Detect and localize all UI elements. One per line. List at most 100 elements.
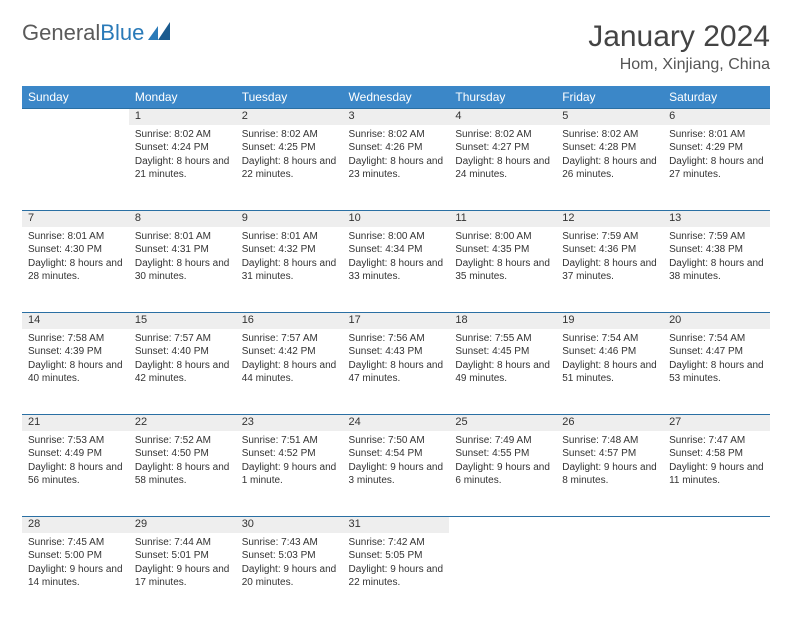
day-detail-cell: Sunrise: 7:59 AMSunset: 4:36 PMDaylight:… (556, 227, 663, 313)
weekday-header: Thursday (449, 86, 556, 109)
day-details: Sunrise: 7:56 AMSunset: 4:43 PMDaylight:… (343, 329, 450, 392)
day-number-cell: 17 (343, 313, 450, 329)
day-detail-cell: Sunrise: 7:57 AMSunset: 4:40 PMDaylight:… (129, 329, 236, 415)
day-details: Sunrise: 7:51 AMSunset: 4:52 PMDaylight:… (236, 431, 343, 494)
day-number-cell (556, 517, 663, 533)
day-detail-cell: Sunrise: 7:55 AMSunset: 4:45 PMDaylight:… (449, 329, 556, 415)
day-details: Sunrise: 7:52 AMSunset: 4:50 PMDaylight:… (129, 431, 236, 494)
day-number-cell: 30 (236, 517, 343, 533)
weekday-header: Tuesday (236, 86, 343, 109)
day-detail-cell: Sunrise: 8:02 AMSunset: 4:24 PMDaylight:… (129, 125, 236, 211)
day-detail-cell: Sunrise: 8:02 AMSunset: 4:28 PMDaylight:… (556, 125, 663, 211)
day-number-cell: 21 (22, 415, 129, 431)
day-detail-cell (556, 533, 663, 619)
day-number-cell: 23 (236, 415, 343, 431)
day-details: Sunrise: 7:42 AMSunset: 5:05 PMDaylight:… (343, 533, 450, 596)
day-number-cell: 24 (343, 415, 450, 431)
logo-text-1: General (22, 20, 100, 46)
day-number-cell: 15 (129, 313, 236, 329)
day-details: Sunrise: 7:57 AMSunset: 4:42 PMDaylight:… (236, 329, 343, 392)
header: GeneralBlue January 2024 Hom, Xinjiang, … (22, 20, 770, 74)
day-details: Sunrise: 7:55 AMSunset: 4:45 PMDaylight:… (449, 329, 556, 392)
day-details: Sunrise: 7:44 AMSunset: 5:01 PMDaylight:… (129, 533, 236, 596)
day-details: Sunrise: 7:59 AMSunset: 4:38 PMDaylight:… (663, 227, 770, 290)
day-detail-cell (449, 533, 556, 619)
day-detail-cell: Sunrise: 7:45 AMSunset: 5:00 PMDaylight:… (22, 533, 129, 619)
calendar-body: 123456Sunrise: 8:02 AMSunset: 4:24 PMDay… (22, 109, 770, 619)
weekday-header: Monday (129, 86, 236, 109)
day-details: Sunrise: 8:02 AMSunset: 4:27 PMDaylight:… (449, 125, 556, 188)
day-detail-cell: Sunrise: 7:59 AMSunset: 4:38 PMDaylight:… (663, 227, 770, 313)
weekday-header: Sunday (22, 86, 129, 109)
day-number-cell: 6 (663, 109, 770, 125)
day-number-cell (449, 517, 556, 533)
day-details: Sunrise: 8:02 AMSunset: 4:28 PMDaylight:… (556, 125, 663, 188)
day-details: Sunrise: 7:49 AMSunset: 4:55 PMDaylight:… (449, 431, 556, 494)
day-number-cell: 11 (449, 211, 556, 227)
day-detail-cell: Sunrise: 7:58 AMSunset: 4:39 PMDaylight:… (22, 329, 129, 415)
day-detail-cell: Sunrise: 7:54 AMSunset: 4:46 PMDaylight:… (556, 329, 663, 415)
month-title: January 2024 (588, 20, 770, 54)
day-details: Sunrise: 7:45 AMSunset: 5:00 PMDaylight:… (22, 533, 129, 596)
day-detail-cell: Sunrise: 8:01 AMSunset: 4:31 PMDaylight:… (129, 227, 236, 313)
day-detail-cell: Sunrise: 8:01 AMSunset: 4:30 PMDaylight:… (22, 227, 129, 313)
day-number-row: 78910111213 (22, 211, 770, 227)
day-detail-cell: Sunrise: 7:54 AMSunset: 4:47 PMDaylight:… (663, 329, 770, 415)
weekday-header: Friday (556, 86, 663, 109)
day-number-cell: 4 (449, 109, 556, 125)
day-detail-row: Sunrise: 8:01 AMSunset: 4:30 PMDaylight:… (22, 227, 770, 313)
day-detail-cell: Sunrise: 7:43 AMSunset: 5:03 PMDaylight:… (236, 533, 343, 619)
day-details: Sunrise: 7:58 AMSunset: 4:39 PMDaylight:… (22, 329, 129, 392)
day-details: Sunrise: 7:47 AMSunset: 4:58 PMDaylight:… (663, 431, 770, 494)
day-number-cell (22, 109, 129, 125)
weekday-header-row: SundayMondayTuesdayWednesdayThursdayFrid… (22, 86, 770, 109)
day-detail-cell: Sunrise: 8:00 AMSunset: 4:34 PMDaylight:… (343, 227, 450, 313)
day-number-cell: 28 (22, 517, 129, 533)
day-detail-cell: Sunrise: 7:52 AMSunset: 4:50 PMDaylight:… (129, 431, 236, 517)
day-detail-cell: Sunrise: 7:53 AMSunset: 4:49 PMDaylight:… (22, 431, 129, 517)
day-number-cell: 20 (663, 313, 770, 329)
day-number-cell: 19 (556, 313, 663, 329)
day-number-row: 21222324252627 (22, 415, 770, 431)
day-number-cell: 9 (236, 211, 343, 227)
day-details: Sunrise: 8:02 AMSunset: 4:25 PMDaylight:… (236, 125, 343, 188)
day-detail-cell: Sunrise: 7:57 AMSunset: 4:42 PMDaylight:… (236, 329, 343, 415)
day-number-cell: 16 (236, 313, 343, 329)
logo-icon (148, 20, 176, 46)
day-details: Sunrise: 7:50 AMSunset: 4:54 PMDaylight:… (343, 431, 450, 494)
day-number-cell: 3 (343, 109, 450, 125)
day-detail-row: Sunrise: 8:02 AMSunset: 4:24 PMDaylight:… (22, 125, 770, 211)
day-number-cell: 26 (556, 415, 663, 431)
day-number-cell: 25 (449, 415, 556, 431)
day-number-cell: 22 (129, 415, 236, 431)
day-number-cell: 7 (22, 211, 129, 227)
day-details: Sunrise: 8:01 AMSunset: 4:29 PMDaylight:… (663, 125, 770, 188)
logo: GeneralBlue (22, 20, 176, 46)
day-detail-cell: Sunrise: 7:44 AMSunset: 5:01 PMDaylight:… (129, 533, 236, 619)
day-detail-cell: Sunrise: 7:48 AMSunset: 4:57 PMDaylight:… (556, 431, 663, 517)
weekday-header: Wednesday (343, 86, 450, 109)
day-number-cell (663, 517, 770, 533)
day-number-cell: 27 (663, 415, 770, 431)
day-details: Sunrise: 8:02 AMSunset: 4:24 PMDaylight:… (129, 125, 236, 188)
day-number-cell: 29 (129, 517, 236, 533)
day-number-cell: 2 (236, 109, 343, 125)
day-details: Sunrise: 7:53 AMSunset: 4:49 PMDaylight:… (22, 431, 129, 494)
day-number-cell: 12 (556, 211, 663, 227)
day-number-row: 14151617181920 (22, 313, 770, 329)
day-number-cell: 14 (22, 313, 129, 329)
day-detail-cell: Sunrise: 7:49 AMSunset: 4:55 PMDaylight:… (449, 431, 556, 517)
day-details: Sunrise: 8:02 AMSunset: 4:26 PMDaylight:… (343, 125, 450, 188)
location: Hom, Xinjiang, China (588, 56, 770, 74)
day-number-row: 28293031 (22, 517, 770, 533)
day-details: Sunrise: 8:00 AMSunset: 4:35 PMDaylight:… (449, 227, 556, 290)
day-number-row: 123456 (22, 109, 770, 125)
title-block: January 2024 Hom, Xinjiang, China (588, 20, 770, 74)
weekday-header: Saturday (663, 86, 770, 109)
day-detail-row: Sunrise: 7:45 AMSunset: 5:00 PMDaylight:… (22, 533, 770, 619)
day-number-cell: 8 (129, 211, 236, 227)
day-detail-cell (663, 533, 770, 619)
day-detail-cell: Sunrise: 8:02 AMSunset: 4:26 PMDaylight:… (343, 125, 450, 211)
day-details: Sunrise: 7:43 AMSunset: 5:03 PMDaylight:… (236, 533, 343, 596)
day-detail-cell: Sunrise: 8:01 AMSunset: 4:29 PMDaylight:… (663, 125, 770, 211)
